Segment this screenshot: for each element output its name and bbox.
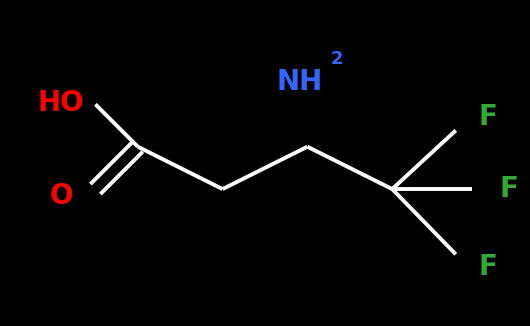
Text: O: O: [49, 182, 73, 210]
Text: F: F: [478, 253, 497, 281]
Text: NH: NH: [276, 67, 323, 96]
Text: HO: HO: [38, 89, 84, 117]
Text: 2: 2: [330, 50, 343, 68]
Text: F: F: [478, 103, 497, 131]
Text: F: F: [499, 175, 518, 203]
